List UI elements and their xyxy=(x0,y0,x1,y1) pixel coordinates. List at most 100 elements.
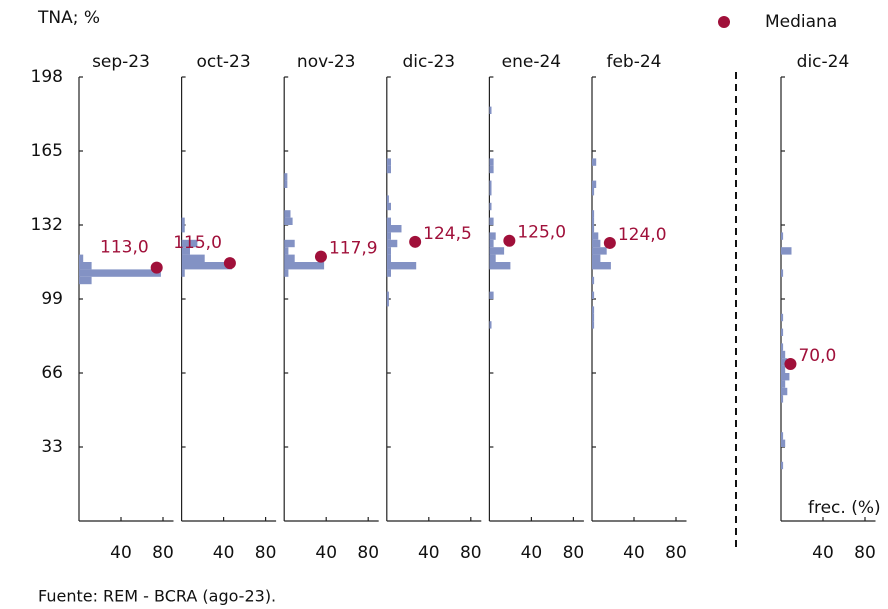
legend-label: Mediana xyxy=(765,12,837,32)
bar xyxy=(386,291,389,299)
bar xyxy=(489,180,492,188)
panel-title: dic-23 xyxy=(402,52,455,72)
panel-title: sep-23 xyxy=(92,52,150,72)
bar xyxy=(284,180,288,188)
bar xyxy=(386,269,391,277)
bar xyxy=(386,254,391,262)
y-tick-label: 99 xyxy=(41,289,63,309)
bar xyxy=(386,299,389,307)
x-tick-label: 80 xyxy=(563,543,585,563)
bar xyxy=(489,232,496,240)
bar xyxy=(489,165,494,174)
bar xyxy=(181,247,190,255)
bar xyxy=(489,188,492,196)
bar xyxy=(489,217,494,225)
y-tick-label: 165 xyxy=(31,141,63,161)
x-tick-label: 80 xyxy=(357,543,379,563)
median-label: 70,0 xyxy=(798,346,836,366)
bar xyxy=(489,291,494,299)
bar xyxy=(79,276,92,285)
x-tick-label: 40 xyxy=(213,543,235,563)
bar xyxy=(284,254,295,262)
median-marker xyxy=(314,250,327,263)
bar xyxy=(181,225,185,233)
bar xyxy=(592,210,595,218)
panel-title: ene-24 xyxy=(502,52,561,72)
median-marker xyxy=(150,261,163,274)
panel-title: oct-23 xyxy=(197,52,251,72)
median-label: 125,0 xyxy=(517,223,566,243)
bar xyxy=(386,239,398,248)
bar xyxy=(592,306,595,314)
bar xyxy=(781,373,790,381)
bar xyxy=(386,217,391,225)
bar xyxy=(781,387,788,396)
x-tick-label: 40 xyxy=(315,543,337,563)
bar xyxy=(181,262,232,270)
bar xyxy=(489,202,492,211)
bar xyxy=(79,254,84,262)
x-tick-label: 40 xyxy=(110,543,132,563)
bar xyxy=(284,217,293,225)
bar xyxy=(592,313,595,322)
x-tick-label: 40 xyxy=(623,543,645,563)
x-axis-label: frec. (%) xyxy=(808,498,881,518)
median-label: 113,0 xyxy=(100,238,149,258)
bar xyxy=(79,262,92,270)
bar xyxy=(386,262,417,270)
x-tick-label: 80 xyxy=(255,543,277,563)
bar xyxy=(592,232,599,240)
bar xyxy=(181,269,185,277)
bar xyxy=(489,254,496,262)
x-tick-label: 40 xyxy=(418,543,440,563)
bar xyxy=(284,239,295,248)
bar xyxy=(781,313,784,322)
median-marker xyxy=(603,236,616,249)
bar xyxy=(781,247,792,255)
bar xyxy=(489,262,511,270)
median-label: 124,0 xyxy=(618,225,667,245)
bar xyxy=(592,158,597,166)
bar xyxy=(386,202,391,211)
bar xyxy=(386,165,391,174)
panel-title: nov-23 xyxy=(297,52,356,72)
bar xyxy=(79,269,161,277)
median-label: 117,9 xyxy=(329,239,378,259)
median-marker xyxy=(223,257,236,270)
median-label: 124,5 xyxy=(423,224,472,244)
bar xyxy=(489,106,492,114)
bar xyxy=(781,395,784,403)
x-tick-label: 80 xyxy=(460,543,482,563)
bar xyxy=(781,232,784,240)
bar xyxy=(386,232,391,240)
bar xyxy=(284,210,291,218)
bar xyxy=(781,350,786,359)
median-marker xyxy=(409,235,422,248)
bar xyxy=(592,180,597,188)
bar xyxy=(592,291,595,299)
x-tick-label: 80 xyxy=(665,543,687,563)
median-marker xyxy=(784,358,797,371)
bar xyxy=(592,262,611,270)
panel-title: feb-24 xyxy=(606,52,661,72)
median-marker xyxy=(503,234,516,247)
median-label: 115,0 xyxy=(173,233,222,253)
bar xyxy=(284,262,325,270)
bar xyxy=(181,217,185,225)
bar xyxy=(386,158,391,166)
bar xyxy=(592,188,595,196)
bar xyxy=(781,432,784,440)
bar xyxy=(781,328,784,336)
bar xyxy=(781,358,788,366)
bar xyxy=(284,247,289,255)
bar xyxy=(489,321,492,329)
source: Fuente: REM - BCRA (ago-23). xyxy=(38,587,276,606)
bar xyxy=(781,380,786,388)
y-tick-label: 132 xyxy=(31,215,63,235)
bar xyxy=(181,239,198,248)
y-tick-label: 33 xyxy=(41,437,63,457)
panel-title: dic-24 xyxy=(797,52,850,72)
bar xyxy=(592,239,601,248)
bar xyxy=(489,247,505,255)
